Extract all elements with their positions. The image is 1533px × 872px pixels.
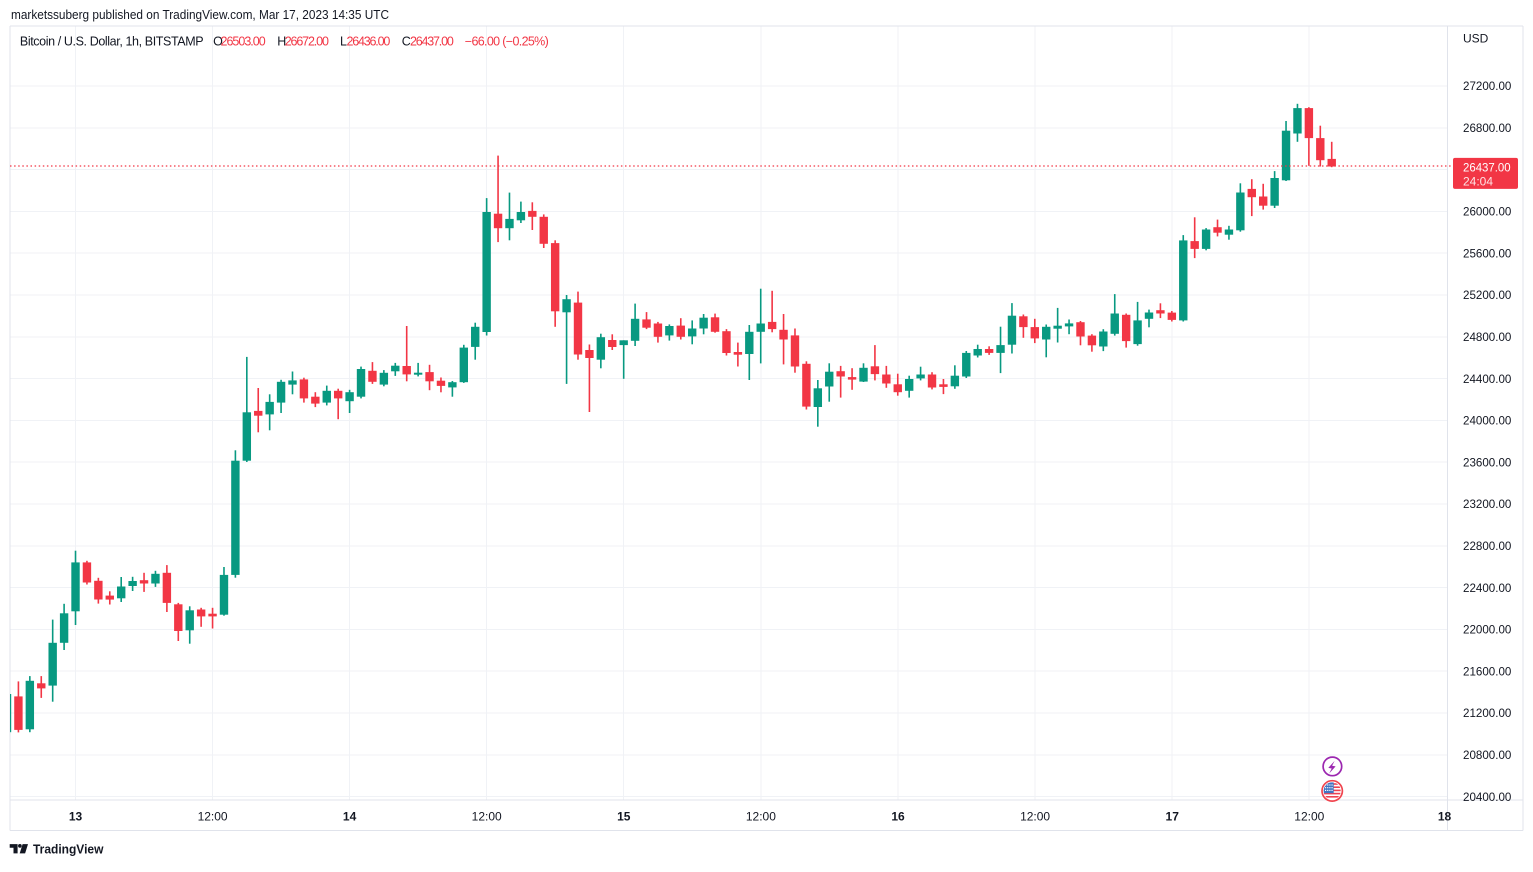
svg-text:17: 17	[1166, 810, 1180, 824]
svg-text:21600.00: 21600.00	[1463, 664, 1512, 678]
svg-text:20800.00: 20800.00	[1463, 748, 1512, 762]
svg-text:L: L	[340, 34, 347, 48]
svg-text:22400.00: 22400.00	[1463, 581, 1512, 595]
svg-text:22000.00: 22000.00	[1463, 623, 1512, 637]
svg-text:25600.00: 25600.00	[1463, 246, 1512, 260]
svg-text:−66.00 (−0.25%): −66.00 (−0.25%)	[465, 34, 549, 48]
svg-text:C: C	[402, 34, 411, 48]
svg-text:12:00: 12:00	[1020, 810, 1050, 824]
svg-text:12:00: 12:00	[746, 810, 776, 824]
svg-text:24000.00: 24000.00	[1463, 414, 1512, 428]
svg-text:26800.00: 26800.00	[1463, 121, 1512, 135]
svg-text:12:00: 12:00	[1294, 810, 1324, 824]
svg-text:26437.00: 26437.00	[410, 34, 454, 48]
svg-text:26672.00: 26672.00	[285, 34, 329, 48]
svg-text:O: O	[213, 34, 223, 48]
svg-text:23600.00: 23600.00	[1463, 455, 1512, 469]
svg-text:27200.00: 27200.00	[1463, 79, 1512, 93]
svg-text:15: 15	[617, 810, 631, 824]
svg-text:13: 13	[69, 810, 83, 824]
svg-text:26000.00: 26000.00	[1463, 205, 1512, 219]
svg-text:H: H	[277, 34, 286, 48]
svg-text:TradingView: TradingView	[33, 841, 104, 856]
svg-text:24:04: 24:04	[1463, 175, 1493, 189]
svg-text:18: 18	[1438, 810, 1452, 824]
svg-text:16: 16	[891, 810, 905, 824]
svg-text:22800.00: 22800.00	[1463, 539, 1512, 553]
svg-text:12:00: 12:00	[198, 810, 228, 824]
svg-text:14: 14	[343, 810, 357, 824]
svg-text:USD: USD	[1463, 32, 1489, 46]
svg-text:26503.00: 26503.00	[221, 34, 266, 48]
svg-text:20400.00: 20400.00	[1463, 790, 1512, 804]
svg-text:24800.00: 24800.00	[1463, 330, 1512, 344]
svg-text:marketssuberg published on Tra: marketssuberg published on TradingView.c…	[11, 7, 389, 22]
svg-text:Bitcoin / U.S. Dollar, 1h, BIT: Bitcoin / U.S. Dollar, 1h, BITSTAMP	[20, 34, 204, 48]
svg-text:24400.00: 24400.00	[1463, 372, 1512, 386]
svg-text:21200.00: 21200.00	[1463, 706, 1512, 720]
svg-text:12:00: 12:00	[472, 810, 502, 824]
svg-text:25200.00: 25200.00	[1463, 288, 1512, 302]
svg-text:26436.00: 26436.00	[347, 34, 391, 48]
svg-text:23200.00: 23200.00	[1463, 497, 1512, 511]
svg-text:26437.00: 26437.00	[1463, 160, 1511, 174]
